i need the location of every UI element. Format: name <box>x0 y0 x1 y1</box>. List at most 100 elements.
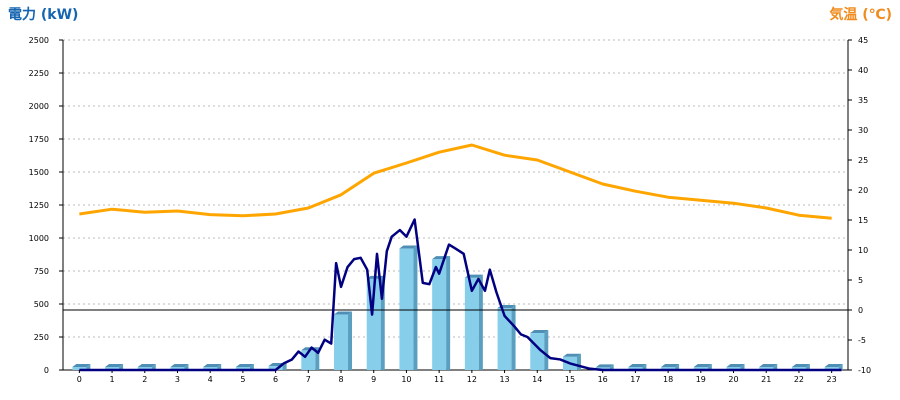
left-tick-label: 2000 <box>29 102 49 111</box>
bar <box>268 366 283 370</box>
bar <box>170 367 185 370</box>
left-tick-label: 1250 <box>29 201 49 210</box>
bar-top <box>628 364 647 367</box>
x-tick-label: 16 <box>598 375 608 384</box>
bar-side <box>119 364 124 370</box>
right-tick-label: 40 <box>858 66 868 75</box>
bar-side <box>151 364 156 370</box>
bar-side <box>86 364 91 370</box>
x-tick-label: 2 <box>142 375 147 384</box>
bar <box>137 367 152 370</box>
left-tick-label: 2500 <box>29 36 49 45</box>
right-axis-title: 気温 (℃) <box>829 7 892 23</box>
x-tick-label: 6 <box>273 375 278 384</box>
bar-side <box>642 364 647 370</box>
bar-top <box>235 364 254 367</box>
bar-top <box>791 364 810 367</box>
bar <box>432 259 447 370</box>
right-tick-label: 20 <box>858 186 868 195</box>
bar-side <box>544 330 549 370</box>
left-tick-label: 0 <box>44 366 49 375</box>
temperature-line <box>79 143 832 220</box>
x-tick-label: 21 <box>761 375 771 384</box>
x-tick-label: 8 <box>338 375 343 384</box>
bar-top <box>726 364 745 367</box>
bar <box>497 307 512 370</box>
x-tick-label: 18 <box>663 375 673 384</box>
bar <box>759 367 774 370</box>
bar-side <box>805 364 810 370</box>
bar-top <box>137 364 156 367</box>
bar-side <box>838 364 843 370</box>
bar-top <box>72 364 91 367</box>
bar-top <box>595 364 614 368</box>
bar-side <box>348 311 353 370</box>
right-tick-label: 30 <box>858 126 868 135</box>
bar-side <box>413 245 418 370</box>
bar <box>824 367 839 370</box>
bar-side <box>249 364 254 370</box>
bar-top <box>661 364 680 367</box>
x-tick-label: 14 <box>532 375 542 384</box>
left-tick-label: 500 <box>34 300 49 309</box>
right-tick-label: 5 <box>858 276 863 285</box>
x-tick-label: 23 <box>827 375 837 384</box>
bar <box>791 367 806 370</box>
bar-side <box>609 364 614 370</box>
x-tick-label: 12 <box>467 375 477 384</box>
power-line <box>79 218 842 372</box>
left-axis-title: 電力 (kW) <box>8 7 79 23</box>
left-tick-label: 1000 <box>29 234 49 243</box>
bar-top <box>203 364 222 367</box>
bar <box>235 367 250 370</box>
x-tick-label: 22 <box>794 375 804 384</box>
x-tick-label: 19 <box>696 375 706 384</box>
bar-top <box>824 364 843 367</box>
x-tick-label: 5 <box>240 375 245 384</box>
left-tick-label: 2250 <box>29 69 49 78</box>
bar <box>105 367 120 370</box>
bar <box>399 248 414 370</box>
x-tick-label: 20 <box>728 375 738 384</box>
bar <box>693 367 708 370</box>
x-tick-label: 15 <box>565 375 575 384</box>
right-tick-label: 15 <box>858 216 868 225</box>
bar-top <box>530 330 549 334</box>
bar <box>726 367 741 370</box>
right-tick-label: 25 <box>858 156 868 165</box>
bar-side <box>511 304 516 370</box>
right-tick-label: -5 <box>858 336 866 345</box>
x-tick-label: 7 <box>306 375 311 384</box>
right-tick-label: 45 <box>858 36 868 45</box>
bar-side <box>184 364 189 370</box>
left-tick-label: 1500 <box>29 168 49 177</box>
x-tick-label: 9 <box>371 375 376 384</box>
x-tick-label: 3 <box>175 375 180 384</box>
bar-top <box>105 364 124 367</box>
bar-side <box>707 364 712 370</box>
bar-side <box>478 274 483 370</box>
bar <box>464 277 479 370</box>
bar-top <box>562 353 581 357</box>
bar-side <box>740 364 745 370</box>
x-tick-label: 0 <box>77 375 82 384</box>
bar-side <box>773 364 778 370</box>
right-tick-label: 0 <box>858 306 863 315</box>
bar <box>628 367 643 370</box>
bar-top <box>759 364 778 367</box>
bar-top <box>170 364 189 367</box>
x-tick-label: 13 <box>499 375 509 384</box>
right-tick-label: -10 <box>858 366 871 375</box>
x-tick-label: 17 <box>630 375 640 384</box>
bar-top <box>334 311 353 315</box>
x-tick-label: 4 <box>208 375 213 384</box>
bar-side <box>282 363 287 370</box>
right-tick-label: 10 <box>858 246 868 255</box>
bar <box>334 314 349 370</box>
bar-side <box>675 364 680 370</box>
bar-side <box>446 256 451 370</box>
right-tick-label: 35 <box>858 96 868 105</box>
bar-side <box>217 364 222 370</box>
left-tick-label: 750 <box>34 267 49 276</box>
bar <box>203 367 218 370</box>
